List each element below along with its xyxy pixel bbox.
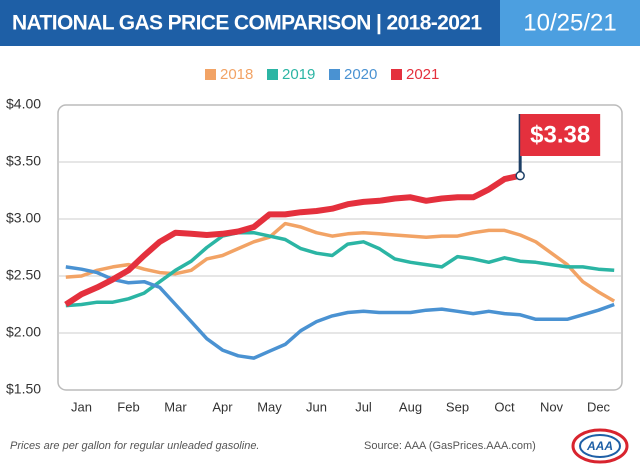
x-tick-label: Aug xyxy=(399,399,422,414)
line-series xyxy=(65,265,615,360)
x-tick-label: Apr xyxy=(212,399,233,414)
y-tick-label: $2.50 xyxy=(6,267,41,283)
footnote: Prices are per gallon for regular unlead… xyxy=(10,440,260,452)
logo-text: AAA xyxy=(586,439,613,453)
callout-point xyxy=(515,170,525,181)
y-tick-label: $2.00 xyxy=(6,324,41,340)
logo-inner xyxy=(579,434,621,458)
x-tick-label: Oct xyxy=(494,399,515,414)
title: NATIONAL GAS PRICE COMPARISON | 2018-202… xyxy=(12,12,482,35)
plot-frame xyxy=(57,104,623,391)
date-box xyxy=(500,0,640,46)
line-series xyxy=(65,230,615,308)
legend-label: 2018 xyxy=(220,66,253,83)
date: 10/25/21 xyxy=(523,9,616,36)
y-tick-label: $1.50 xyxy=(6,381,41,397)
legend-swatch xyxy=(267,69,278,80)
legend-label: 2021 xyxy=(406,66,439,83)
y-tick-label: $4.00 xyxy=(6,96,41,112)
line-series xyxy=(65,221,616,303)
source: Source: AAA (GasPrices.AAA.com) xyxy=(364,440,536,452)
legend-swatch xyxy=(391,69,402,80)
callout-box xyxy=(520,114,601,156)
logo: AAA xyxy=(571,428,629,464)
legend-swatch xyxy=(205,69,216,80)
x-tick-label: Jun xyxy=(306,399,327,414)
x-tick-label: Sep xyxy=(446,399,469,414)
x-tick-label: Dec xyxy=(587,399,611,414)
callout-label: $3.38 xyxy=(530,121,590,148)
legend-label: 2019 xyxy=(282,66,315,83)
legend-swatch xyxy=(329,69,340,80)
y-tick-label: $3.50 xyxy=(6,153,41,169)
legend-label: 2020 xyxy=(344,66,377,83)
x-tick-label: May xyxy=(257,399,282,414)
x-tick-label: Feb xyxy=(117,399,139,414)
x-tick-label: Jan xyxy=(71,399,92,414)
x-tick-label: Mar xyxy=(164,399,187,414)
logo-ring xyxy=(571,428,629,464)
y-tick-label: $3.00 xyxy=(6,210,41,226)
x-tick-label: Jul xyxy=(355,399,372,414)
x-tick-label: Nov xyxy=(540,399,564,414)
line-series xyxy=(64,172,521,308)
